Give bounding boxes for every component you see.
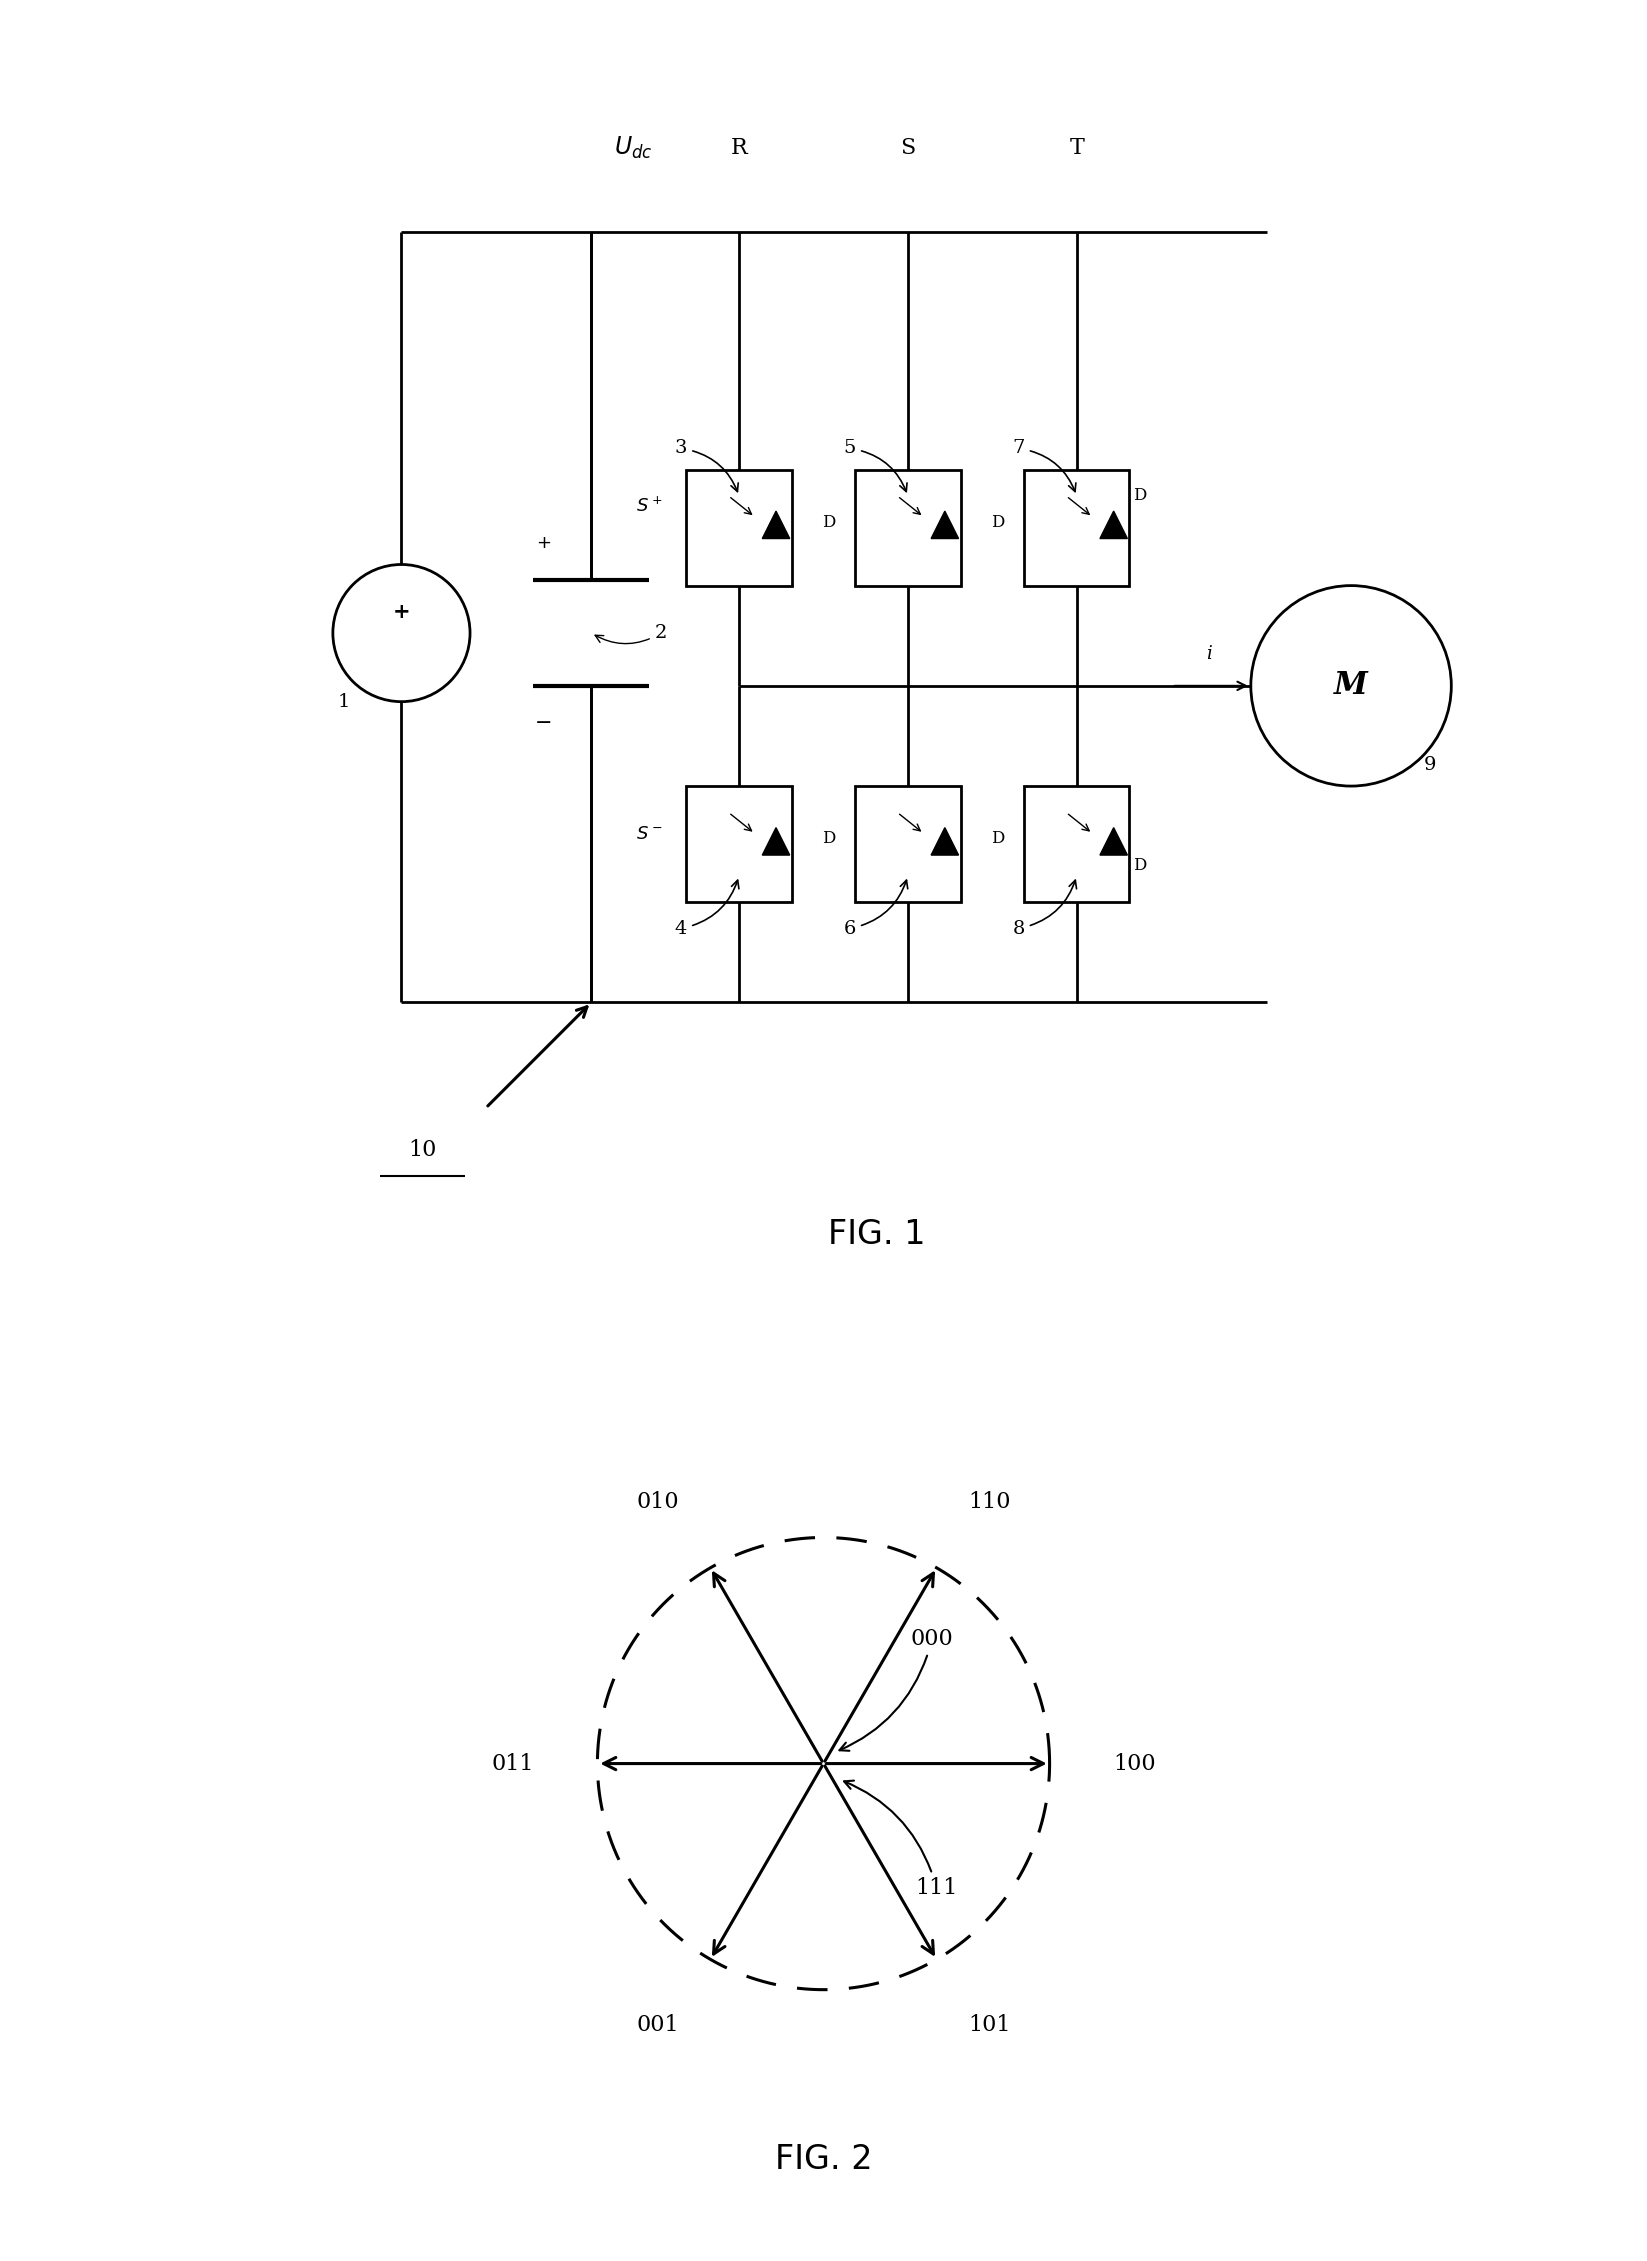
Text: 100: 100 [1113, 1752, 1156, 1775]
Text: D: D [822, 830, 835, 848]
Text: 9: 9 [1425, 755, 1436, 773]
Text: R: R [731, 136, 748, 158]
Text: 000: 000 [840, 1628, 954, 1750]
Text: $S^+$: $S^+$ [636, 497, 662, 516]
Text: D: D [991, 513, 1005, 531]
Text: 110: 110 [968, 1490, 1011, 1513]
Circle shape [1250, 586, 1451, 787]
Text: 101: 101 [968, 2015, 1011, 2037]
Polygon shape [763, 828, 789, 855]
Bar [687, 787, 792, 902]
Polygon shape [1100, 511, 1128, 538]
Text: 7: 7 [1013, 439, 1075, 491]
Polygon shape [1100, 828, 1128, 855]
Text: 6: 6 [843, 880, 907, 938]
Text: 10: 10 [408, 1140, 436, 1162]
Polygon shape [931, 511, 959, 538]
Text: 001: 001 [636, 2015, 679, 2037]
Text: D: D [991, 830, 1005, 848]
Text: $U_{dc}$: $U_{dc}$ [614, 136, 652, 161]
Circle shape [333, 565, 469, 701]
Text: 1: 1 [338, 692, 349, 710]
Text: 010: 010 [636, 1490, 679, 1513]
Text: +: + [392, 601, 410, 622]
Text: D: D [822, 513, 835, 531]
Text: D: D [1133, 488, 1146, 504]
Text: 5: 5 [843, 439, 907, 491]
Text: S: S [901, 136, 916, 158]
Text: 3: 3 [675, 439, 738, 491]
Text: 011: 011 [491, 1752, 534, 1775]
Text: i: i [1206, 644, 1212, 662]
Text: 4: 4 [675, 880, 740, 938]
Text: FIG. 1: FIG. 1 [827, 1219, 926, 1250]
Bar [1024, 787, 1130, 902]
Polygon shape [763, 511, 789, 538]
Text: −: − [535, 712, 553, 733]
Text: 2: 2 [595, 624, 667, 644]
Bar [855, 787, 960, 902]
Text: FIG. 2: FIG. 2 [774, 2143, 873, 2175]
Polygon shape [931, 828, 959, 855]
Bar [1024, 470, 1130, 586]
Bar [687, 470, 792, 586]
Text: +: + [537, 534, 552, 552]
Text: D: D [1133, 857, 1146, 873]
Text: $S^-$: $S^-$ [636, 825, 662, 843]
Text: 111: 111 [843, 1782, 959, 1899]
Bar [855, 470, 960, 586]
Text: 8: 8 [1013, 880, 1077, 938]
Text: M: M [1334, 669, 1369, 701]
Text: T: T [1069, 136, 1084, 158]
